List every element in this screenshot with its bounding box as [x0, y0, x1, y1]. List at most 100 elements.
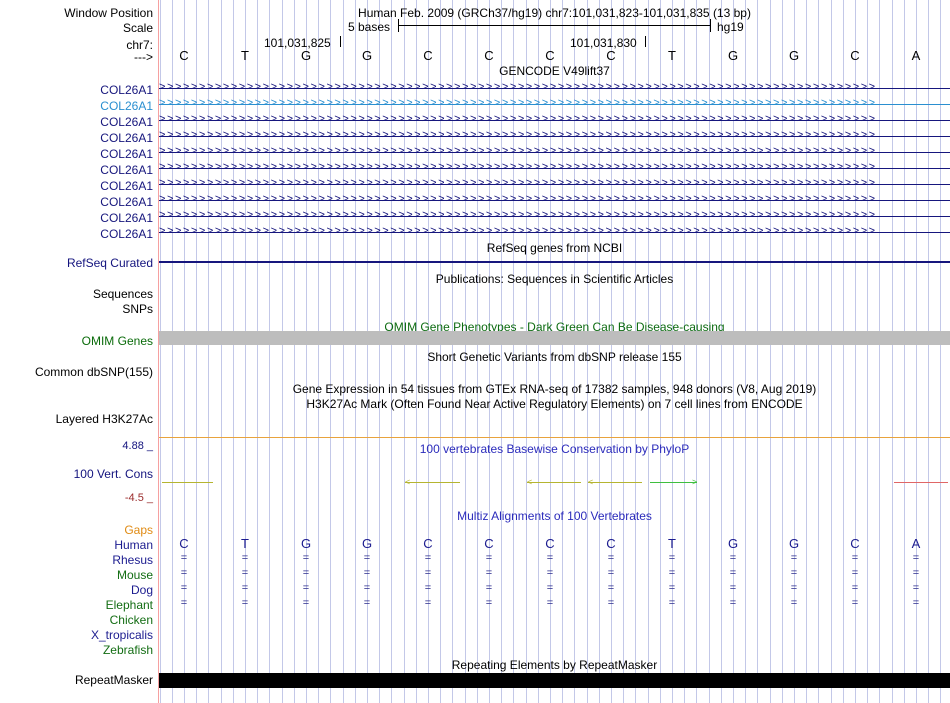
gene-strand-arrows[interactable]: >>>>>>>>>>>>>>>>>>>>>>>>>>>>>>>>>>>>>>>>…	[159, 179, 950, 188]
gene-baseline	[159, 168, 950, 169]
conservation-mark[interactable]	[162, 482, 213, 483]
species-label[interactable]: Mouse	[116, 568, 153, 582]
multiz-title: Multiz Alignments of 100 Vertebrates	[457, 509, 652, 523]
gene-label[interactable]: COL26A1	[100, 83, 153, 97]
gridline	[269, 0, 270, 703]
alignment-match-mark: =	[302, 597, 310, 609]
gene-label[interactable]: COL26A1	[100, 211, 153, 225]
alignment-match-mark: =	[485, 582, 493, 594]
gene-arrow-glyphs: >>>>>>>>>>>>>>>>>>>>>>>>>>>>>>>>>>>>>>>>…	[159, 83, 877, 92]
gene-label[interactable]: COL26A1	[100, 99, 153, 113]
gene-strand-arrows[interactable]: >>>>>>>>>>>>>>>>>>>>>>>>>>>>>>>>>>>>>>>>…	[159, 83, 950, 92]
gene-label[interactable]: COL26A1	[100, 115, 153, 129]
omim-genes-label[interactable]: OMIM Genes	[81, 334, 153, 348]
coord-right-tick	[645, 36, 646, 47]
alignment-base: G	[727, 536, 739, 551]
conservation-mark[interactable]	[405, 482, 460, 483]
ruler-base: T	[668, 48, 676, 63]
gene-label[interactable]: COL26A1	[100, 195, 153, 209]
species-label[interactable]: Gaps	[124, 523, 153, 537]
gene-strand-arrows[interactable]: >>>>>>>>>>>>>>>>>>>>>>>>>>>>>>>>>>>>>>>>…	[159, 147, 950, 156]
species-label[interactable]: Elephant	[105, 598, 153, 612]
alignment-base: C	[545, 536, 555, 551]
gridline	[379, 0, 380, 703]
alignment-match-mark: =	[668, 552, 676, 564]
gene-strand-arrows[interactable]: >>>>>>>>>>>>>>>>>>>>>>>>>>>>>>>>>>>>>>>>…	[159, 211, 950, 220]
gene-strand-arrows[interactable]: >>>>>>>>>>>>>>>>>>>>>>>>>>>>>>>>>>>>>>>>…	[159, 115, 950, 124]
gridline	[208, 0, 209, 703]
gridline	[221, 0, 222, 703]
gridline	[599, 0, 600, 703]
refseq-curated-bar[interactable]	[159, 261, 950, 263]
common-dbsnp-label[interactable]: Common dbSNP(155)	[34, 365, 153, 379]
gene-baseline	[159, 136, 950, 137]
gene-label[interactable]: COL26A1	[100, 227, 153, 241]
layered-h3k27ac-label[interactable]: Layered H3K27Ac	[55, 412, 153, 426]
scale-label: Scale	[122, 21, 153, 35]
dbsnp-title: Short Genetic Variants from dbSNP releas…	[427, 350, 682, 364]
gridline	[538, 0, 539, 703]
snps-label[interactable]: SNPs	[122, 302, 153, 316]
gene-strand-arrows[interactable]: >>>>>>>>>>>>>>>>>>>>>>>>>>>>>>>>>>>>>>>>…	[159, 227, 950, 236]
gene-label[interactable]: COL26A1	[100, 179, 153, 193]
species-label[interactable]: Dog	[130, 583, 153, 597]
gridline	[831, 0, 832, 703]
gene-strand-arrows[interactable]: >>>>>>>>>>>>>>>>>>>>>>>>>>>>>>>>>>>>>>>>…	[159, 99, 950, 108]
phylop-max-label: 4.88 _	[122, 440, 153, 452]
gene-strand-arrows[interactable]: >>>>>>>>>>>>>>>>>>>>>>>>>>>>>>>>>>>>>>>>…	[159, 163, 950, 172]
gene-baseline	[159, 232, 950, 233]
species-label[interactable]: Rhesus	[112, 553, 153, 567]
window-position-label: Window Position	[64, 6, 153, 20]
omim-genes-bar[interactable]	[159, 331, 950, 345]
conservation-mark[interactable]	[527, 482, 581, 483]
ruler-base: C	[850, 48, 860, 63]
gridline	[745, 0, 746, 703]
gridline	[404, 0, 405, 703]
ruler-base: C	[545, 48, 555, 63]
repeatmasker-label[interactable]: RepeatMasker	[74, 673, 153, 687]
alignment-base: C	[423, 536, 433, 551]
alignment-match-mark: =	[363, 582, 371, 594]
conservation-mark[interactable]	[650, 482, 697, 483]
gridline	[733, 0, 734, 703]
gridline	[770, 0, 771, 703]
alignment-match-mark: =	[363, 552, 371, 564]
alignment-match-mark: =	[424, 582, 432, 594]
conservation-mark[interactable]	[588, 482, 642, 483]
species-label[interactable]: X_tropicalis	[90, 628, 153, 642]
species-label[interactable]: Zebrafish	[102, 643, 153, 657]
gene-strand-arrows[interactable]: >>>>>>>>>>>>>>>>>>>>>>>>>>>>>>>>>>>>>>>>…	[159, 195, 950, 204]
gene-arrow-glyphs: >>>>>>>>>>>>>>>>>>>>>>>>>>>>>>>>>>>>>>>>…	[159, 163, 877, 172]
species-label[interactable]: Human	[114, 538, 153, 552]
phylop-track-label[interactable]: 100 Vert. Cons	[73, 467, 153, 481]
alignment-match-mark: =	[790, 567, 798, 579]
gene-label[interactable]: COL26A1	[100, 163, 153, 177]
gene-strand-arrows[interactable]: >>>>>>>>>>>>>>>>>>>>>>>>>>>>>>>>>>>>>>>>…	[159, 131, 950, 140]
gene-baseline	[159, 216, 950, 217]
gene-label[interactable]: COL26A1	[100, 131, 153, 145]
repeatmasker-bar[interactable]	[159, 673, 950, 688]
gridline	[611, 0, 612, 703]
publications-title: Publications: Sequences in Scientific Ar…	[435, 272, 674, 286]
alignment-match-mark: =	[363, 567, 371, 579]
alignment-base: G	[361, 536, 373, 551]
gene-arrow-glyphs: >>>>>>>>>>>>>>>>>>>>>>>>>>>>>>>>>>>>>>>>…	[159, 179, 877, 188]
sequences-label[interactable]: Sequences	[92, 287, 153, 301]
gridline	[892, 0, 893, 703]
ruler-base: C	[423, 48, 433, 63]
alignment-base: C	[484, 536, 494, 551]
gridline	[940, 0, 941, 703]
conservation-direction-arrow: <	[527, 477, 533, 487]
alignment-base: T	[668, 536, 676, 551]
gene-baseline	[159, 104, 950, 105]
ruler-base: G	[727, 48, 739, 63]
refseq-curated-label[interactable]: RefSeq Curated	[66, 256, 153, 270]
alignment-match-mark: =	[729, 552, 737, 564]
gridline	[757, 0, 758, 703]
gridline	[160, 0, 161, 703]
species-label[interactable]: Chicken	[109, 613, 153, 627]
ruler-base: G	[361, 48, 373, 63]
conservation-mark[interactable]	[894, 482, 948, 483]
gene-baseline	[159, 184, 950, 185]
gene-label[interactable]: COL26A1	[100, 147, 153, 161]
